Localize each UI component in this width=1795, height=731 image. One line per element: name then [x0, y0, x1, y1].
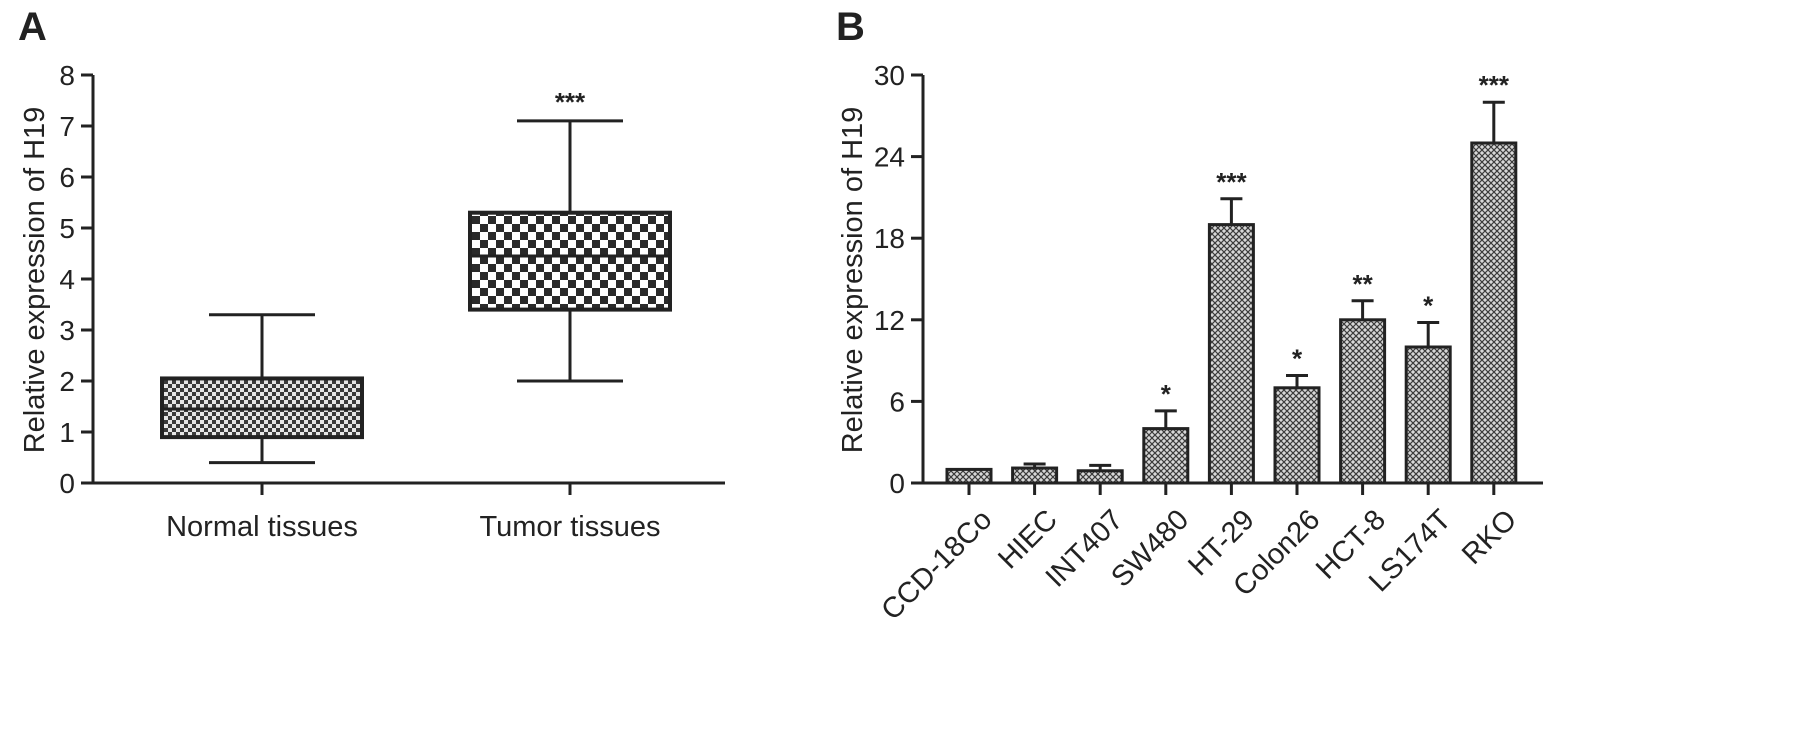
bar-group-sw480: * — [1142, 379, 1190, 495]
iqr-box — [468, 210, 672, 312]
panel-a: A Relative expression of H19 0 1 2 3 4 5 6 7 8 *… — [18, 5, 725, 543]
box-normal-tissues — [160, 313, 364, 495]
panel-b-y-axis-label: Relative expression of H19 — [837, 107, 869, 454]
y-tick-label: 0 — [889, 468, 905, 499]
panel-b: B Relative expression of H19 0612182430 … — [836, 5, 1543, 627]
y-tick-label: 2 — [59, 366, 75, 397]
bar — [1076, 469, 1124, 485]
bar-group-hiec — [1011, 462, 1059, 495]
x-category-label: Normal tissues — [166, 511, 358, 543]
panel-b-x-categories: CCD-18CoHIECINT407SW480HT-29Colon26HCT-8… — [875, 504, 1523, 627]
panel-b-label: B — [836, 5, 865, 49]
significance-marker: *** — [1479, 70, 1510, 100]
panel-b-y-ticks: 0 6 12 18 24 30 — [874, 60, 923, 499]
significance-marker: * — [1423, 291, 1434, 321]
bar — [1470, 141, 1518, 485]
significance-marker: * — [1292, 344, 1303, 374]
significance-marker: *** — [555, 87, 586, 117]
bar-group-colon26: * — [1273, 344, 1321, 495]
bar-group-ht-29: *** — [1207, 167, 1255, 495]
panel-a-y-axis-label: Relative expression of H19 — [19, 107, 51, 454]
panel-a-x-categories: Normal tissues Tumor tissues — [166, 511, 660, 543]
bar — [1011, 466, 1059, 485]
bar — [1142, 427, 1190, 485]
bar — [1339, 318, 1387, 485]
y-tick-label: 12 — [874, 305, 905, 336]
y-tick-label: 0 — [59, 468, 75, 499]
significance-marker: ** — [1352, 269, 1373, 299]
y-tick-label: 7 — [59, 111, 75, 142]
y-tick-label: 3 — [59, 315, 75, 346]
y-tick-label: 30 — [874, 60, 905, 91]
bar — [1207, 223, 1255, 485]
bar — [945, 467, 993, 485]
bar-group-rko: *** — [1470, 70, 1518, 495]
panel-a-label: A — [18, 5, 47, 49]
box-tumor-tissues: *** — [468, 87, 672, 495]
bar-group-hct-8: ** — [1339, 269, 1387, 495]
bar-group-ccd-18co — [945, 467, 993, 495]
y-tick-label: 24 — [874, 142, 905, 173]
bar-group-int407 — [1076, 463, 1124, 495]
y-tick-label: 1 — [59, 417, 75, 448]
x-category-label: CCD-18Co — [875, 504, 998, 627]
panel-a-boxes: *** — [160, 87, 672, 495]
y-tick-label: 6 — [889, 386, 905, 417]
significance-marker: *** — [1216, 167, 1247, 197]
y-tick-label: 18 — [874, 223, 905, 254]
bar-group-ls174t: * — [1404, 291, 1452, 495]
y-tick-label: 6 — [59, 162, 75, 193]
bar — [1273, 386, 1321, 485]
x-category-label: Tumor tissues — [479, 511, 660, 543]
y-tick-label: 8 — [59, 60, 75, 91]
panel-b-bars: *********** — [945, 70, 1518, 495]
panel-a-y-ticks: 0 1 2 3 4 5 6 7 8 — [59, 60, 93, 499]
y-tick-label: 4 — [59, 264, 75, 295]
x-category-label: RKO — [1456, 504, 1523, 571]
y-tick-label: 5 — [59, 213, 75, 244]
significance-marker: * — [1161, 379, 1172, 409]
bar — [1404, 345, 1452, 485]
